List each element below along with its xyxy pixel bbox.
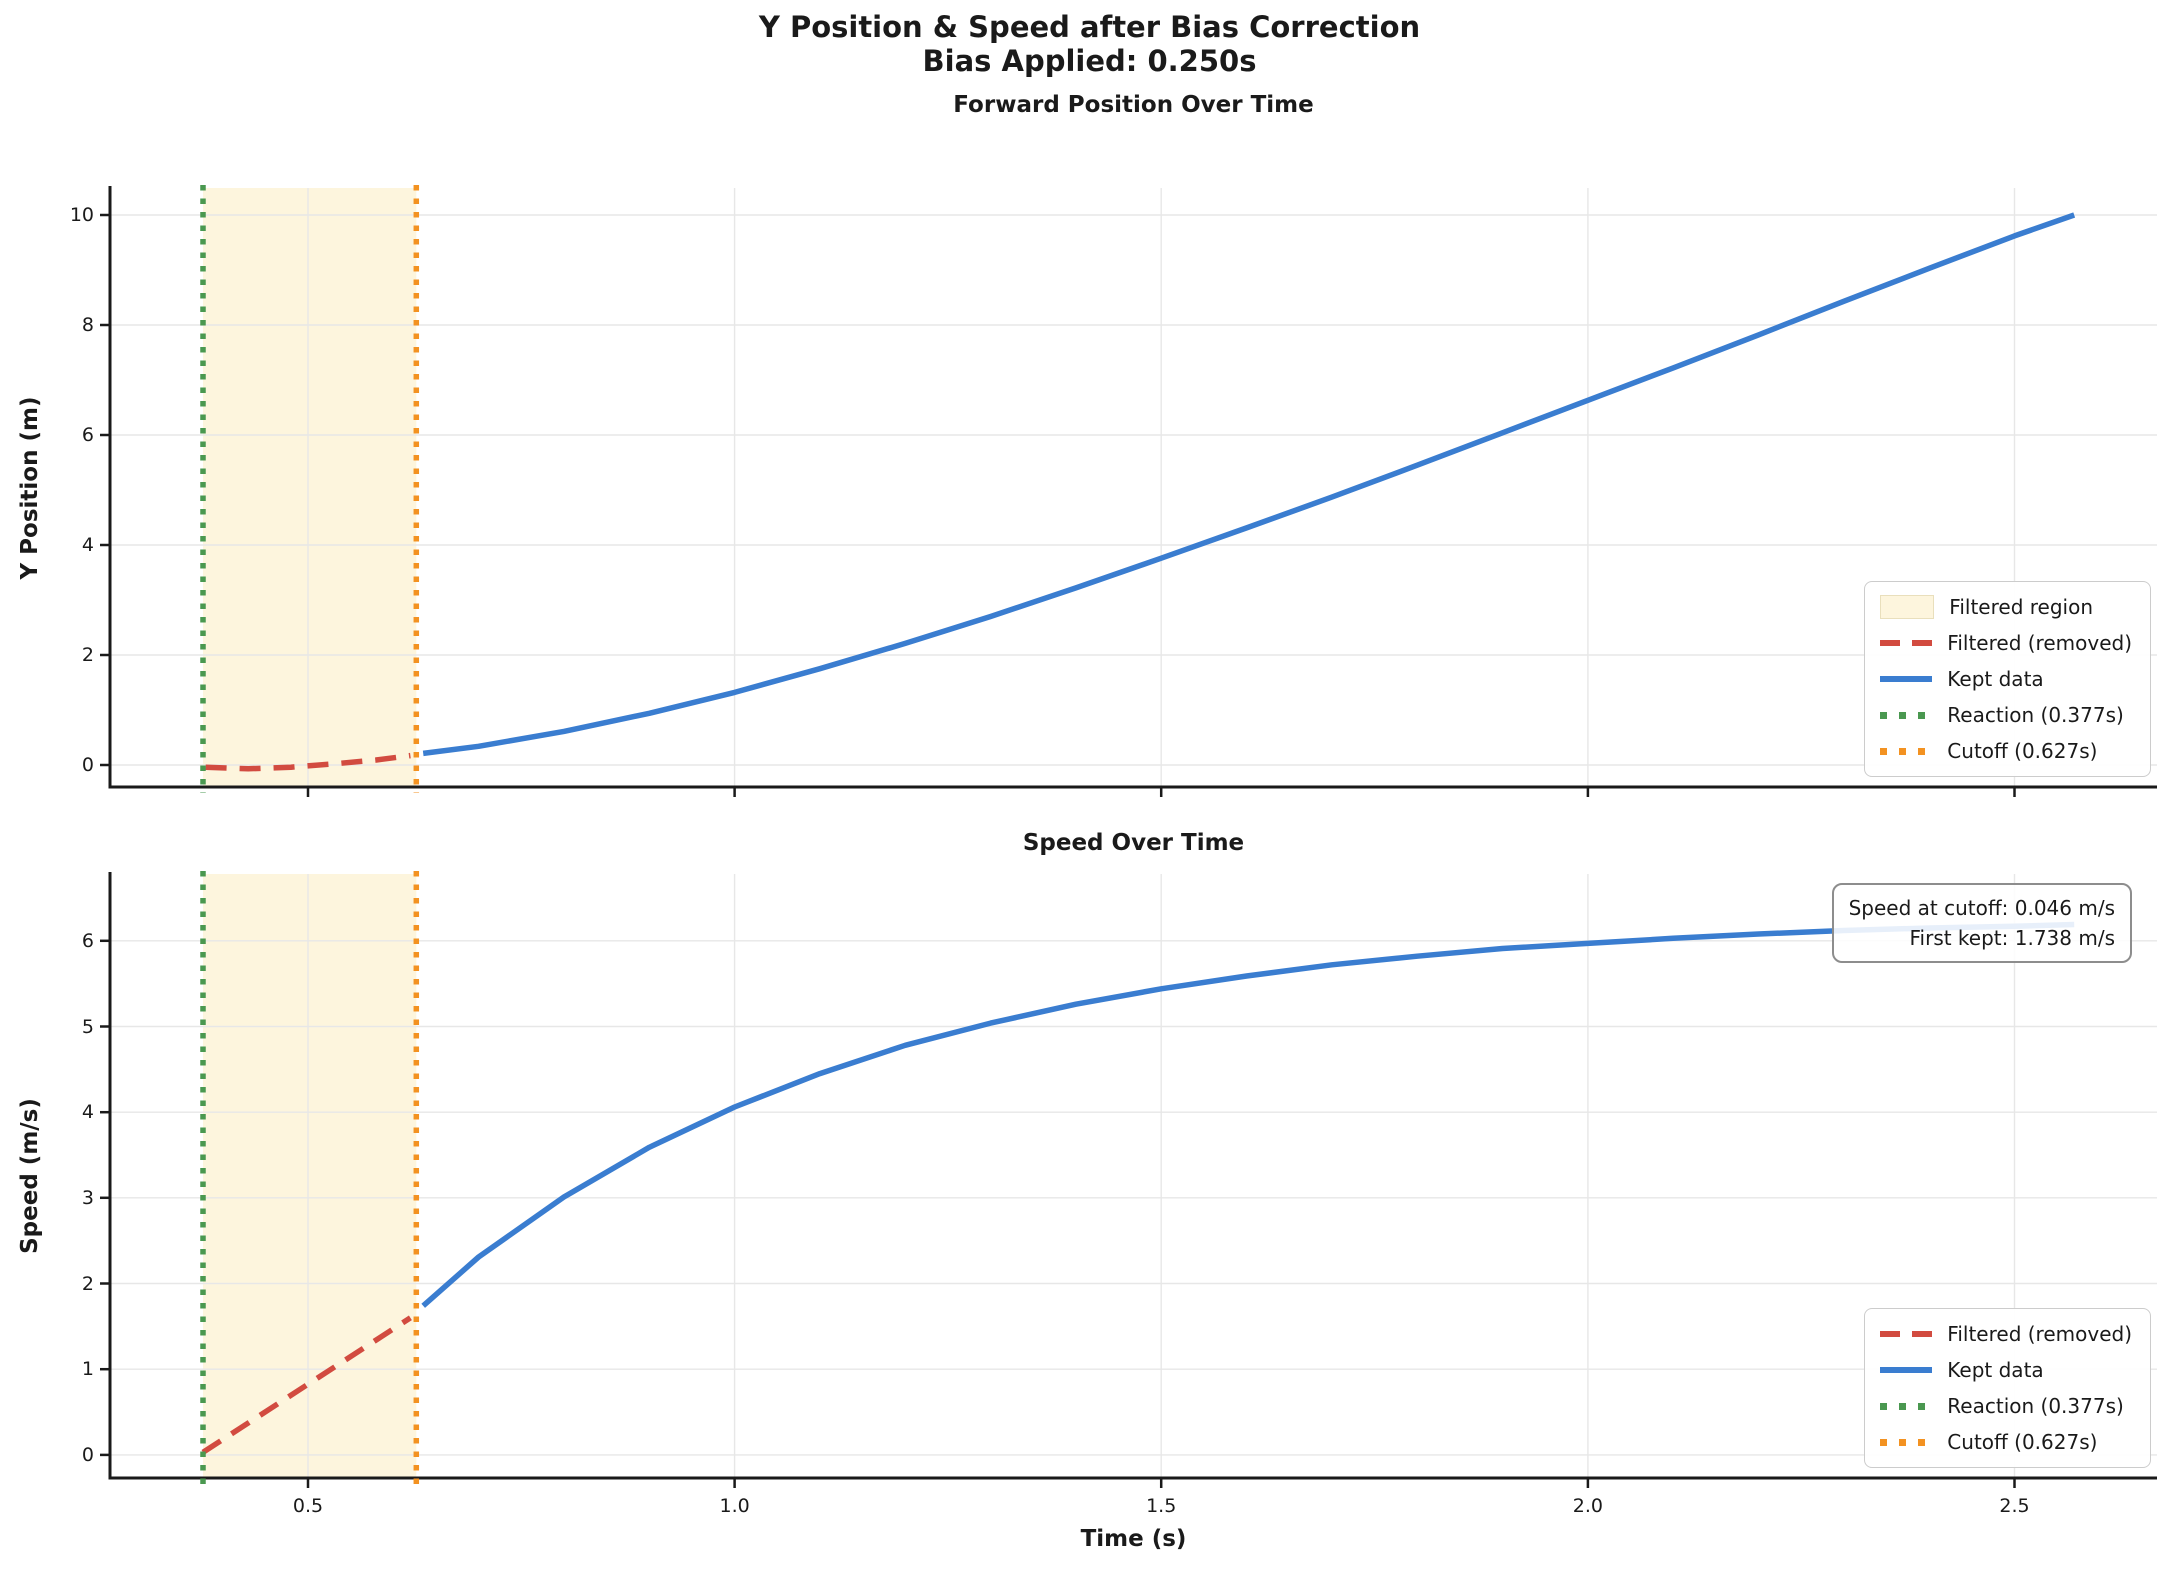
filtered-region-shading <box>203 874 417 1478</box>
y-tick-label: 2 <box>81 644 94 666</box>
dotted-swatch <box>1880 1402 1933 1410</box>
legend: Filtered region Filtered (removed) Kept da… <box>1864 581 2151 777</box>
legend-label: Cutoff (0.627s) <box>1947 1430 2098 1454</box>
y-tick-label: 4 <box>81 534 94 556</box>
y-tick-label: 0 <box>81 1443 94 1466</box>
x-tick-label: 0.5 <box>292 1495 324 1517</box>
speed-plot-canvas <box>100 871 2157 1488</box>
suptitle-line-2: Bias Applied: 0.250s <box>922 44 1257 79</box>
legend-row: Reaction (0.377s) <box>1880 703 2132 727</box>
kept-data-line <box>421 921 2075 1308</box>
x-tick-label: 2.0 <box>1572 1495 1603 1517</box>
annotation-line: Speed at cutoff: 0.046 m/s <box>1848 896 2115 920</box>
legend-label: Filtered region <box>1949 595 2093 619</box>
legend-label: Kept data <box>1947 667 2044 691</box>
y-tick-label: 4 <box>81 1101 94 1124</box>
y-tick-label: 1 <box>81 1358 94 1381</box>
figure-suptitle: Y Position & Speed after Bias Correction… <box>0 10 2179 78</box>
legend-row: Reaction (0.377s) <box>1880 1394 2132 1418</box>
legend-label: Cutoff (0.627s) <box>1947 739 2098 763</box>
y-tick-label: 6 <box>81 424 94 446</box>
legend-row: Cutoff (0.627s) <box>1880 1430 2132 1454</box>
x-tick-label: 1.0 <box>719 1495 750 1517</box>
legend-label: Filtered (removed) <box>1947 631 2132 655</box>
dotted-swatch <box>1880 1438 1933 1446</box>
annotation-box: Speed at cutoff: 0.046 m/s First kept: 1.… <box>1831 883 2132 963</box>
y-tick-label: 8 <box>81 314 94 336</box>
dotted-swatch <box>1880 711 1933 719</box>
kept-data-line <box>422 212 2076 757</box>
legend-label: Kept data <box>1947 1358 2044 1382</box>
dotted-swatch <box>1880 747 1933 755</box>
legend-row: Filtered region <box>1880 595 2132 619</box>
y-tick-label: 2 <box>81 1272 94 1295</box>
x-axis-label: Time (s) <box>1080 1526 1187 1552</box>
legend-row: Filtered (removed) <box>1880 1322 2132 1346</box>
speed-y-axis-label: Speed (m/s) <box>17 1098 43 1254</box>
position-plot-title: Forward Position Over Time <box>953 92 1314 118</box>
legend-label: Filtered (removed) <box>1947 1322 2132 1346</box>
speed-plot: 0 1 2 3 4 5 6 0.5 1.0 1.5 2.0 2.5 Filtered (removed)… <box>82 871 2157 1517</box>
filtered-region-shading <box>203 188 417 787</box>
legend-label: Reaction (0.377s) <box>1947 1394 2124 1418</box>
y-tick-label: 6 <box>81 929 94 952</box>
patch-swatch <box>1880 595 1935 619</box>
legend-row: Kept data <box>1880 667 2132 691</box>
position-y-axis-label: Y Position (m) <box>17 396 43 580</box>
filtered-removed-line <box>205 752 411 772</box>
position-plot: 0 2 4 6 8 10 Filtered region Filtered (removed)… <box>70 185 2157 797</box>
legend: Filtered (removed) Kept data Reaction (0.3… <box>1864 1308 2151 1468</box>
speed-plot-title: Speed Over Time <box>1022 830 1245 856</box>
dashed-swatch <box>1880 1331 1933 1337</box>
y-tick-label: 0 <box>81 754 94 776</box>
solid-swatch <box>1880 1367 1933 1373</box>
solid-swatch <box>1880 676 1933 682</box>
annotation-line: First kept: 1.738 m/s <box>1909 926 2115 950</box>
x-tick-label: 2.5 <box>1999 1495 2030 1517</box>
y-tick-label: 3 <box>81 1186 94 1209</box>
legend-row: Cutoff (0.627s) <box>1880 739 2132 763</box>
legend-label: Reaction (0.377s) <box>1947 703 2124 727</box>
legend-row: Kept data <box>1880 1358 2132 1382</box>
y-tick-label: 10 <box>69 204 94 226</box>
suptitle-line-1: Y Position & Speed after Bias Correction <box>758 10 1421 44</box>
position-plot-canvas <box>100 185 2157 797</box>
y-tick-label: 5 <box>81 1015 94 1038</box>
filtered-removed-line <box>201 1315 412 1455</box>
x-tick-label: 1.5 <box>1146 1495 1177 1517</box>
legend-row: Filtered (removed) <box>1880 631 2132 655</box>
dashed-swatch <box>1880 640 1933 646</box>
